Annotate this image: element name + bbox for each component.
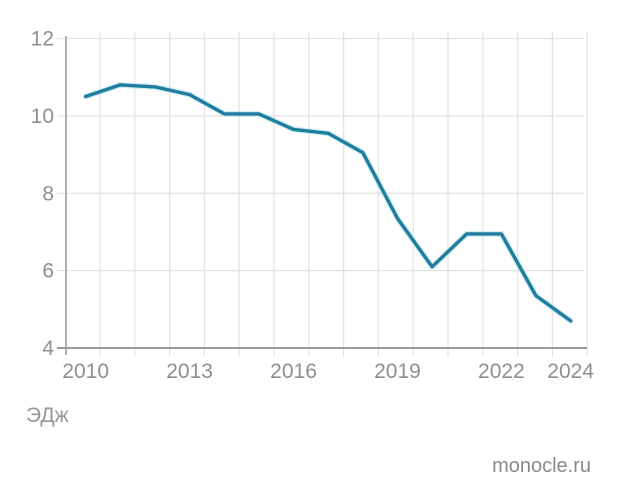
x-tick-label: 2019 [374, 360, 421, 383]
y-axis-unit-label: ЭДж [26, 404, 69, 427]
x-tick-label: 2016 [270, 360, 317, 383]
x-tick-label: 2024 [547, 360, 594, 383]
y-tick-label: 8 [42, 182, 54, 205]
x-tick-label: 2013 [166, 360, 213, 383]
y-tick-label: 12 [31, 28, 54, 51]
x-tick-label: 2010 [62, 360, 109, 383]
source-credit: monocle.ru [492, 455, 591, 477]
data-line-halo [82, 82, 574, 324]
data-line [83, 83, 573, 323]
y-tick-label: 4 [42, 337, 54, 360]
y-tick-label: 6 [42, 260, 54, 283]
y-tick-label: 10 [31, 105, 54, 128]
x-tick-label: 2022 [478, 360, 525, 383]
line-chart: 12 10 8 6 4 2010 2013 2016 2019 2022 2024 [31, 28, 595, 384]
